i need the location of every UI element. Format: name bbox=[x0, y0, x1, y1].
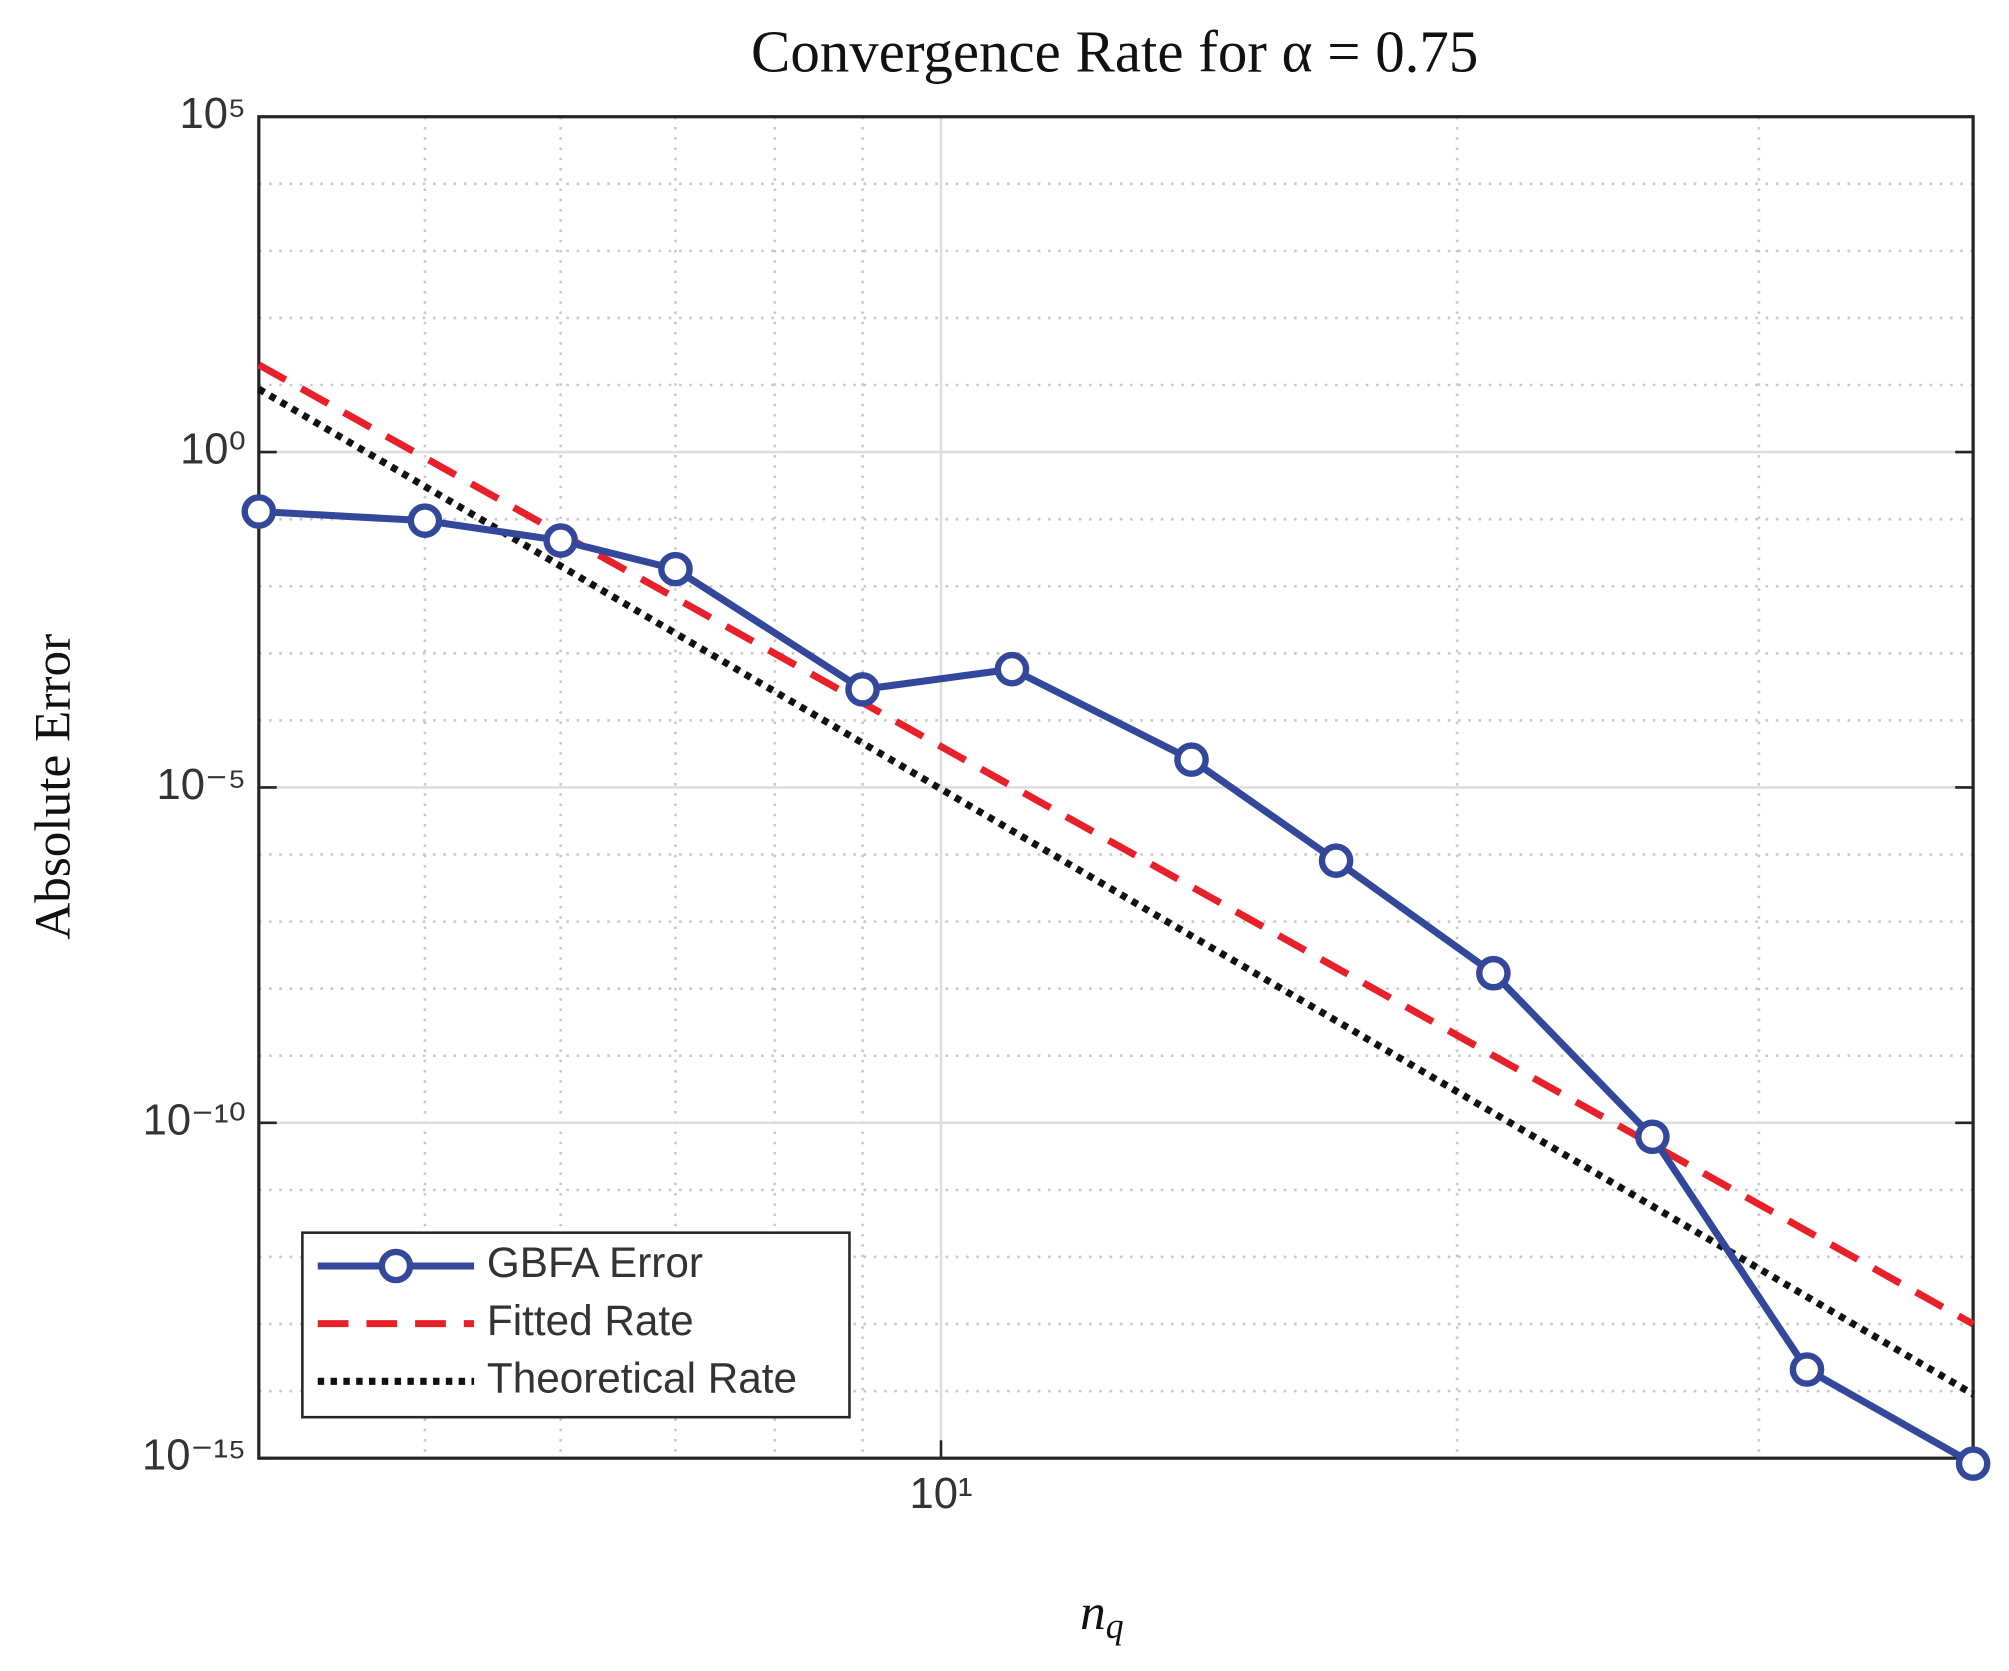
axes-box bbox=[257, 115, 1975, 1460]
y-tick-label: 10⁻¹⁵ bbox=[142, 1432, 246, 1480]
data-point bbox=[241, 494, 277, 529]
chart-title: Convergence Rate for α = 0.75 bbox=[751, 18, 1478, 84]
x-axis-label-sub: q bbox=[1106, 1606, 1124, 1646]
x-tick-label: 10¹ bbox=[910, 1470, 973, 1518]
data-point bbox=[658, 551, 693, 587]
series-line bbox=[257, 361, 1975, 1328]
data-point bbox=[994, 651, 1030, 687]
x-axis-label: nq bbox=[1080, 1584, 1124, 1646]
y-tick-label: 10⁵ bbox=[179, 90, 246, 138]
y-tick-label: 10⁻¹⁰ bbox=[143, 1096, 246, 1144]
series-line bbox=[258, 507, 1975, 1467]
data-point bbox=[845, 672, 880, 707]
y-tick-label: 10⁻⁵ bbox=[157, 761, 246, 809]
data-point bbox=[1955, 1446, 1991, 1481]
data-point bbox=[1318, 843, 1354, 878]
y-axis-label: Absolute Error bbox=[24, 634, 81, 940]
y-tick-label: 10⁰ bbox=[180, 426, 246, 474]
legend-label: Fitted Rate bbox=[487, 1297, 694, 1344]
data-point bbox=[1174, 742, 1209, 777]
data-point bbox=[1789, 1352, 1825, 1387]
series-line bbox=[257, 386, 1975, 1398]
legend-label: GBFA Error bbox=[487, 1239, 703, 1286]
legend-marker bbox=[378, 1248, 414, 1284]
data-point bbox=[407, 503, 443, 538]
data-point bbox=[543, 523, 578, 558]
legend-label: Theoretical Rate bbox=[487, 1354, 797, 1401]
data-point bbox=[1635, 1119, 1670, 1155]
x-axis-label-main: n bbox=[1080, 1584, 1106, 1641]
data-point bbox=[1476, 955, 1511, 991]
